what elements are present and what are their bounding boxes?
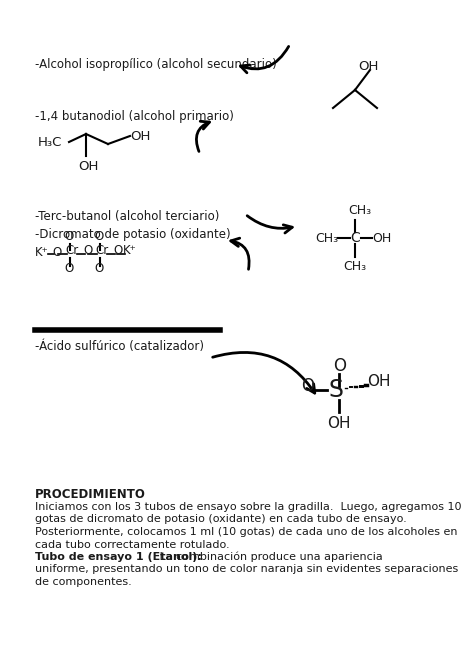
Text: La combinación produce una apariencia: La combinación produce una apariencia <box>156 552 383 563</box>
Text: O: O <box>94 231 103 244</box>
Text: S: S <box>329 378 344 402</box>
Text: OH: OH <box>367 375 391 389</box>
Text: -Dicromato de potasio (oxidante): -Dicromato de potasio (oxidante) <box>35 228 231 241</box>
Text: gotas de dicromato de potasio (oxidante) en cada tubo de ensayo.: gotas de dicromato de potasio (oxidante)… <box>35 514 407 524</box>
Text: PROCEDIMIENTO: PROCEDIMIENTO <box>35 488 146 501</box>
Text: O: O <box>52 246 61 260</box>
Text: O: O <box>83 244 92 258</box>
Text: CH₃: CH₃ <box>343 260 366 273</box>
Text: Iniciamos con los 3 tubos de ensayo sobre la gradilla.  Luego, agregamos 10: Iniciamos con los 3 tubos de ensayo sobr… <box>35 502 462 512</box>
Text: C: C <box>350 231 360 245</box>
Text: cada tubo correctamente rotulado.: cada tubo correctamente rotulado. <box>35 539 229 549</box>
Text: O: O <box>333 357 346 375</box>
Text: Tubo de ensayo 1 (Etanol):: Tubo de ensayo 1 (Etanol): <box>35 552 202 562</box>
Text: K⁺: K⁺ <box>35 246 49 260</box>
Text: -Ácido sulfúrico (catalizador): -Ácido sulfúrico (catalizador) <box>35 340 204 353</box>
Text: -Terc-butanol (alcohol terciario): -Terc-butanol (alcohol terciario) <box>35 210 219 223</box>
Text: H₃C: H₃C <box>38 136 63 149</box>
Text: O: O <box>113 244 122 258</box>
Text: OH: OH <box>327 416 350 431</box>
Text: O: O <box>94 262 103 274</box>
Text: O: O <box>64 231 73 244</box>
Text: CH₃: CH₃ <box>348 204 371 217</box>
Text: OH: OH <box>130 130 150 142</box>
Text: OH: OH <box>78 160 99 173</box>
Text: O: O <box>64 262 73 274</box>
Text: Cr: Cr <box>65 244 78 258</box>
Text: Posteriormente, colocamos 1 ml (10 gotas) de cada uno de los alcoholes en: Posteriormente, colocamos 1 ml (10 gotas… <box>35 527 457 537</box>
Text: Cr: Cr <box>95 244 108 258</box>
Text: OH: OH <box>372 231 391 244</box>
Text: O: O <box>301 377 314 395</box>
Text: K⁺: K⁺ <box>123 244 137 258</box>
Text: CH₃: CH₃ <box>315 231 338 244</box>
Text: -1,4 butanodiol (alcohol primario): -1,4 butanodiol (alcohol primario) <box>35 110 234 123</box>
Text: de componentes.: de componentes. <box>35 577 132 587</box>
Text: OH: OH <box>358 60 378 73</box>
Text: -Alcohol isopropílico (alcohol secundario): -Alcohol isopropílico (alcohol secundari… <box>35 58 277 71</box>
Text: uniforme, presentando un tono de color naranja sin evidentes separaciones: uniforme, presentando un tono de color n… <box>35 565 458 575</box>
